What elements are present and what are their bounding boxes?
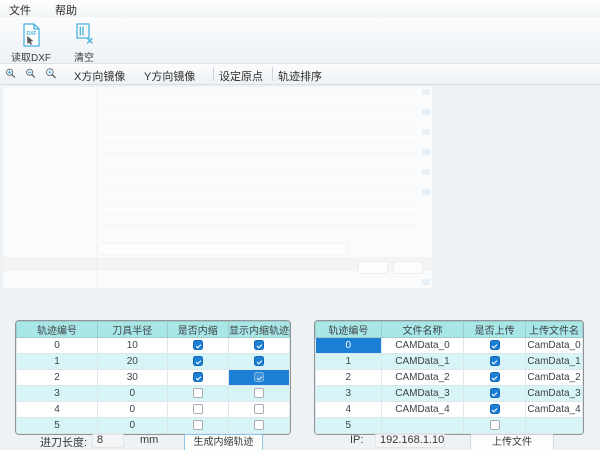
svg-text:DXF: DXF [27, 31, 37, 37]
